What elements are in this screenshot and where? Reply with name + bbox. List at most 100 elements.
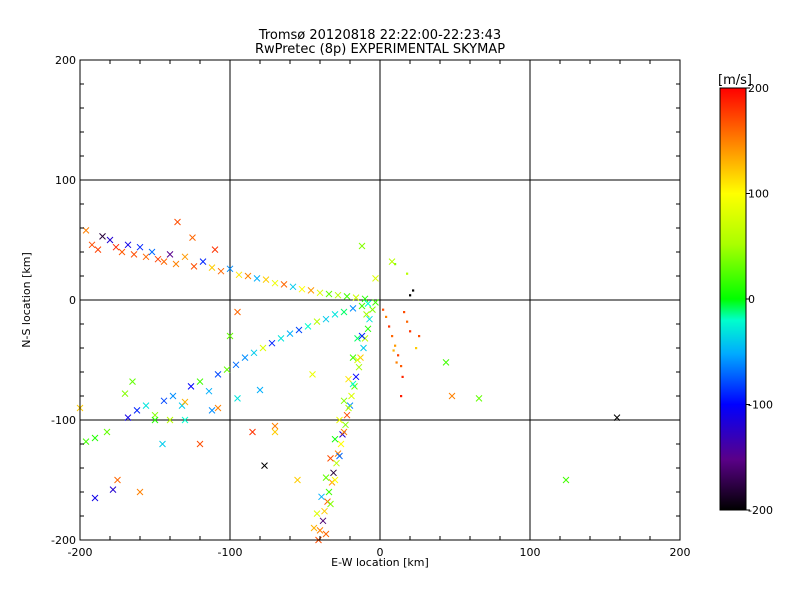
data-point-x: [114, 476, 121, 484]
data-point-x: [91, 494, 99, 502]
data-point-x: [259, 344, 267, 352]
data-point-x: [130, 251, 138, 258]
data-point-x: [99, 233, 106, 240]
data-point-x: [334, 291, 342, 299]
data-point-x: [304, 323, 312, 330]
data-point-x: [322, 530, 330, 538]
y-tick-label: -100: [51, 414, 76, 427]
data-point-dot: [385, 315, 388, 318]
data-point-x: [211, 246, 219, 253]
data-point-x: [342, 421, 349, 429]
data-points: [76, 218, 621, 544]
data-point-x: [363, 311, 370, 318]
data-point-x: [118, 248, 126, 256]
data-point-x: [136, 488, 144, 496]
data-point-x: [250, 349, 258, 357]
colorbar: [719, 87, 747, 511]
data-point-x: [181, 398, 189, 406]
colorbar-tick-label: 0: [748, 293, 755, 306]
data-point-x: [354, 356, 361, 364]
data-point-x: [442, 359, 450, 366]
data-point-dot: [395, 361, 398, 364]
data-point-x: [352, 294, 360, 301]
data-point-x: [136, 243, 144, 251]
data-point-x: [372, 299, 379, 306]
data-point-x: [327, 455, 334, 462]
data-point-x: [562, 476, 570, 484]
data-point-x: [448, 392, 456, 400]
data-point-x: [327, 500, 334, 508]
data-point-x: [124, 241, 132, 249]
colorbar-tick-label: 200: [748, 82, 769, 95]
data-point-dot: [397, 354, 400, 357]
data-point-x: [354, 335, 361, 342]
colorbar-ticks: -200 -100 0 100 200: [746, 82, 773, 517]
data-point-x: [316, 289, 324, 297]
data-point-x: [151, 416, 159, 424]
data-point-x: [309, 371, 316, 378]
data-point-x: [271, 428, 279, 436]
data-point-x: [343, 411, 351, 419]
data-point-x: [253, 275, 261, 282]
data-point-x: [262, 276, 270, 283]
data-point-x: [109, 486, 117, 493]
data-point-x: [226, 332, 234, 340]
data-point-x: [271, 422, 279, 430]
x-tick-label: -100: [218, 546, 243, 559]
data-point-x: [196, 440, 204, 448]
data-point-x: [358, 302, 366, 310]
data-point-x: [226, 265, 234, 273]
data-point-x: [372, 275, 379, 282]
data-point-x: [256, 386, 264, 394]
data-point-x: [348, 392, 355, 400]
y-tick-label: 100: [55, 174, 76, 187]
data-point-x: [613, 414, 621, 421]
x-tick-label: 100: [520, 546, 541, 559]
data-point-x: [174, 218, 181, 226]
data-point-x: [208, 407, 216, 414]
y-tick-label: -200: [51, 534, 76, 547]
data-point-x: [268, 339, 276, 347]
data-point-x: [355, 363, 363, 371]
data-point-x: [340, 308, 348, 316]
data-point-x: [133, 407, 141, 414]
data-point-x: [208, 264, 216, 271]
data-point-dot: [392, 349, 395, 352]
data-point-x: [232, 361, 240, 369]
plot-frame: [79, 59, 681, 541]
data-point-x: [199, 258, 207, 265]
chart-subtitle: RwPretec (8p) EXPERIMENTAL SKYMAP: [255, 42, 505, 57]
data-point-dot: [391, 335, 394, 338]
data-point-x: [166, 251, 174, 258]
data-point-dot: [412, 289, 415, 292]
data-point-x: [214, 404, 222, 412]
data-point-x: [349, 354, 357, 361]
data-point-x: [235, 271, 243, 279]
data-point-dot: [415, 347, 418, 350]
data-point-x: [277, 335, 285, 342]
data-point-x: [340, 397, 348, 405]
data-point-dot: [409, 294, 412, 297]
data-point-x: [388, 258, 396, 265]
data-point-x: [148, 248, 156, 256]
data-point-x: [336, 452, 343, 460]
data-point-x: [345, 404, 352, 412]
data-point-x: [181, 253, 189, 261]
data-point-x: [103, 428, 111, 436]
data-point-x: [234, 395, 241, 402]
y-axis-ticks: -200 -100 0 100 200: [51, 54, 680, 547]
data-point-x: [343, 293, 351, 300]
colorbar-tick-label: -200: [748, 504, 773, 517]
data-point-x: [249, 428, 256, 436]
data-point-x: [196, 378, 204, 385]
data-point-dot: [401, 375, 404, 378]
data-point-x: [294, 476, 301, 484]
data-point-x: [316, 527, 324, 534]
data-point-x: [234, 308, 241, 316]
data-point-x: [189, 234, 196, 241]
data-point-x: [298, 285, 306, 293]
data-point-dot: [400, 395, 403, 398]
data-point-x: [261, 462, 268, 469]
data-point-x: [223, 366, 231, 373]
x-tick-label: 0: [377, 546, 384, 559]
